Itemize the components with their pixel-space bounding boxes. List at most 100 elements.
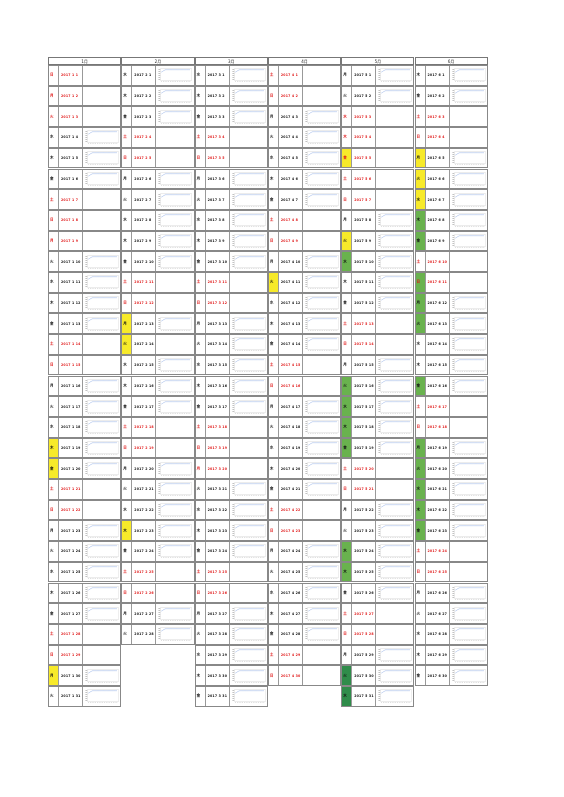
- day-cell[interactable]: 木 2017 5 4: [341, 127, 415, 148]
- day-cell[interactable]: 木 2017 3 16: [194, 375, 268, 397]
- day-cell[interactable]: 土 2017 3 11: [194, 272, 268, 293]
- day-cell[interactable]: 木 2017 2 16: [121, 375, 195, 397]
- day-cell[interactable]: 水 2017 6 14: [414, 334, 488, 355]
- day-cell[interactable]: 月 2017 5 22: [341, 499, 415, 521]
- day-cell[interactable]: 水 2017 5 10: [341, 251, 415, 272]
- day-cell[interactable]: 土 2017 6 3: [414, 106, 488, 128]
- day-cell[interactable]: 月 2017 3 13: [194, 313, 268, 335]
- mini-line-chart[interactable]: [377, 254, 412, 269]
- mini-line-chart[interactable]: [157, 172, 192, 187]
- mini-line-chart[interactable]: [451, 441, 486, 456]
- day-cell[interactable]: 金 2017 5 12: [341, 292, 415, 314]
- mini-line-chart[interactable]: [157, 482, 192, 497]
- mini-line-chart[interactable]: [377, 399, 412, 414]
- day-cell[interactable]: 土 2017 3 18: [194, 416, 268, 438]
- mini-line-chart[interactable]: [157, 316, 192, 331]
- day-cell[interactable]: 水 2017 6 7: [414, 189, 488, 210]
- day-cell[interactable]: 土 2017 6 24: [414, 541, 488, 562]
- day-cell[interactable]: 火 2017 1 24: [48, 541, 122, 562]
- mini-line-chart[interactable]: [304, 586, 339, 601]
- mini-line-chart[interactable]: [304, 172, 339, 187]
- mini-line-chart[interactable]: [84, 130, 119, 145]
- day-cell[interactable]: 土 2017 2 11: [121, 272, 195, 293]
- day-cell[interactable]: 日 2017 1 22: [48, 499, 122, 521]
- day-cell[interactable]: 金 2017 4 7: [267, 189, 342, 210]
- day-cell[interactable]: 水 2017 1 11: [48, 272, 122, 293]
- day-cell[interactable]: 水 2017 6 28: [414, 623, 488, 645]
- day-cell[interactable]: 火 2017 5 2: [341, 85, 415, 107]
- mini-line-chart[interactable]: [84, 689, 119, 704]
- mini-line-chart[interactable]: [304, 606, 339, 621]
- day-cell[interactable]: 月 2017 1 23: [48, 520, 122, 542]
- day-cell[interactable]: 月 2017 5 1: [341, 65, 415, 86]
- mini-line-chart[interactable]: [157, 109, 192, 124]
- day-cell[interactable]: 月 2017 6 12: [414, 292, 488, 314]
- mini-line-chart[interactable]: [84, 544, 119, 559]
- mini-line-chart[interactable]: [84, 606, 119, 621]
- day-cell[interactable]: 金 2017 6 2: [414, 85, 488, 107]
- mini-line-chart[interactable]: [304, 151, 339, 166]
- day-cell[interactable]: 火 2017 2 14: [121, 334, 195, 355]
- mini-line-chart[interactable]: [304, 254, 339, 269]
- day-cell[interactable]: 月 2017 1 9: [48, 230, 122, 252]
- day-cell[interactable]: 日 2017 5 21: [341, 479, 415, 500]
- day-cell[interactable]: 火 2017 6 13: [414, 313, 488, 335]
- mini-line-chart[interactable]: [377, 358, 412, 373]
- day-cell[interactable]: 水 2017 5 3: [341, 106, 415, 128]
- day-cell[interactable]: 水 2017 4 5: [267, 147, 342, 169]
- mini-line-chart[interactable]: [84, 420, 119, 435]
- mini-line-chart[interactable]: [231, 627, 266, 642]
- day-cell[interactable]: 日 2017 5 28: [341, 623, 415, 645]
- mini-line-chart[interactable]: [84, 668, 119, 683]
- day-cell[interactable]: 日 2017 3 26: [194, 582, 268, 604]
- mini-line-chart[interactable]: [377, 648, 412, 663]
- day-cell[interactable]: 土 2017 3 25: [194, 561, 268, 583]
- day-cell[interactable]: 月 2017 4 17: [267, 396, 342, 417]
- mini-line-chart[interactable]: [157, 254, 192, 269]
- day-cell[interactable]: 月 2017 2 13: [121, 313, 195, 335]
- mini-line-chart[interactable]: [451, 482, 486, 497]
- day-cell[interactable]: 金 2017 3 31: [194, 686, 268, 707]
- day-cell[interactable]: 日 2017 1 15: [48, 354, 122, 376]
- day-cell[interactable]: 火 2017 6 27: [414, 603, 488, 624]
- day-cell[interactable]: 金 2017 6 9: [414, 230, 488, 252]
- mini-line-chart[interactable]: [84, 172, 119, 187]
- mini-line-chart[interactable]: [231, 234, 266, 249]
- day-cell[interactable]: 水 2017 2 15: [121, 354, 195, 376]
- day-cell[interactable]: 火 2017 1 10: [48, 251, 122, 272]
- day-cell[interactable]: 木 2017 3 23: [194, 520, 268, 542]
- day-cell[interactable]: 月 2017 4 10: [267, 251, 342, 272]
- mini-line-chart[interactable]: [231, 89, 266, 104]
- mini-line-chart[interactable]: [377, 441, 412, 456]
- mini-line-chart[interactable]: [451, 234, 486, 249]
- day-cell[interactable]: 木 2017 3 9: [194, 230, 268, 252]
- day-cell[interactable]: 木 2017 6 15: [414, 354, 488, 376]
- mini-line-chart[interactable]: [451, 172, 486, 187]
- day-cell[interactable]: 月 2017 6 19: [414, 437, 488, 459]
- day-cell[interactable]: 金 2017 6 23: [414, 520, 488, 542]
- day-cell[interactable]: 火 2017 1 17: [48, 396, 122, 417]
- mini-line-chart[interactable]: [84, 275, 119, 290]
- mini-line-chart[interactable]: [231, 172, 266, 187]
- mini-line-chart[interactable]: [377, 89, 412, 104]
- mini-line-chart[interactable]: [304, 337, 339, 352]
- mini-line-chart[interactable]: [157, 503, 192, 518]
- mini-line-chart[interactable]: [231, 254, 266, 269]
- mini-line-chart[interactable]: [157, 213, 192, 228]
- day-cell[interactable]: 水 2017 2 22: [121, 499, 195, 521]
- day-cell[interactable]: 月 2017 5 29: [341, 644, 415, 666]
- day-cell[interactable]: 月 2017 3 20: [194, 458, 268, 479]
- day-cell[interactable]: 火 2017 3 14: [194, 334, 268, 355]
- day-cell[interactable]: 木 2017 4 13: [267, 313, 342, 335]
- mini-line-chart[interactable]: [231, 192, 266, 207]
- mini-line-chart[interactable]: [231, 689, 266, 704]
- day-cell[interactable]: 金 2017 5 19: [341, 437, 415, 459]
- day-cell[interactable]: 火 2017 2 7: [121, 189, 195, 210]
- mini-line-chart[interactable]: [304, 482, 339, 497]
- day-cell[interactable]: 木 2017 6 22: [414, 499, 488, 521]
- day-cell[interactable]: 月 2017 1 16: [48, 375, 122, 397]
- mini-line-chart[interactable]: [231, 606, 266, 621]
- day-cell[interactable]: 水 2017 1 18: [48, 416, 122, 438]
- day-cell[interactable]: 木 2017 2 9: [121, 230, 195, 252]
- day-cell[interactable]: 土 2017 1 28: [48, 623, 122, 645]
